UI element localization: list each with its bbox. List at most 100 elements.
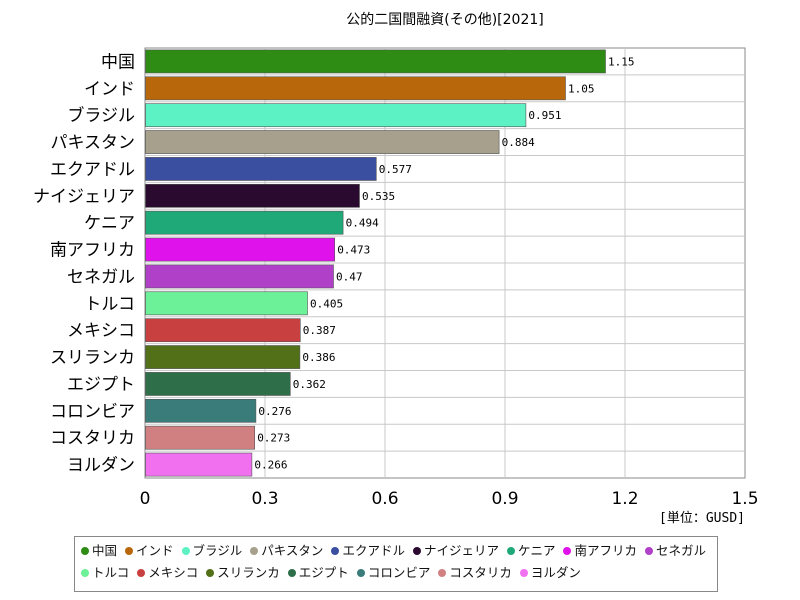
bar-3 bbox=[145, 130, 500, 154]
value-label: 0.386 bbox=[302, 351, 335, 364]
value-label: 0.273 bbox=[257, 432, 290, 445]
value-label: 0.276 bbox=[258, 405, 291, 418]
legend-dot-icon bbox=[563, 547, 572, 555]
legend-item: 中国 bbox=[81, 541, 117, 561]
legend-label: パキスタン bbox=[261, 543, 324, 558]
legend-label: ブラジル bbox=[192, 543, 243, 558]
bar-7 bbox=[145, 237, 335, 262]
bar-6 bbox=[145, 210, 344, 235]
category-label: ブラジル bbox=[67, 105, 135, 126]
x-tick-label: 0 bbox=[140, 489, 151, 509]
x-tick-label: 0.3 bbox=[251, 489, 278, 509]
legend-item: エクアドル bbox=[331, 541, 405, 561]
legend-dot-icon bbox=[506, 547, 515, 555]
legend-dot-icon bbox=[331, 547, 340, 555]
category-label: メキシコ bbox=[67, 321, 135, 341]
legend-dot-icon bbox=[438, 569, 447, 577]
value-label: 0.577 bbox=[379, 163, 412, 176]
category-label: インド bbox=[84, 79, 135, 99]
unit-label: [単位：GUSD] bbox=[659, 510, 745, 526]
legend-dot-icon bbox=[125, 547, 134, 555]
legend-dot-icon bbox=[81, 569, 89, 577]
value-labels: 1.15 1.05 0.951 0.884 0.577 0.535 0.494 0.473 0.… bbox=[254, 55, 634, 471]
legend-item: ブラジル bbox=[181, 541, 243, 561]
bar-12 bbox=[145, 372, 291, 396]
category-labels: 中国インドブラジルパキスタンエクアドルナイジェリアケニア南アフリカセネガルトルコ… bbox=[33, 52, 135, 475]
legend-label: セネガル bbox=[656, 543, 707, 558]
value-label: 0.473 bbox=[337, 244, 370, 257]
value-label: 0.47 bbox=[336, 270, 363, 283]
legend-dot-icon bbox=[412, 547, 421, 555]
bar-15 bbox=[145, 452, 253, 477]
x-tick-label: 1.5 bbox=[731, 489, 758, 509]
bar-0 bbox=[145, 49, 606, 74]
legend-dot-icon bbox=[356, 569, 365, 577]
legend-label: ケニア bbox=[517, 543, 556, 558]
bar-14 bbox=[145, 425, 255, 450]
legend-label: トルコ bbox=[92, 565, 130, 580]
legend-item: エジプト bbox=[287, 563, 349, 583]
category-label: ヨルダン bbox=[67, 456, 135, 476]
category-label: スリランカ bbox=[50, 348, 135, 368]
x-tick-label: 0.9 bbox=[491, 489, 518, 509]
grid-lines bbox=[145, 48, 745, 478]
bar-13 bbox=[145, 398, 257, 423]
category-label: トルコ bbox=[84, 294, 135, 314]
category-label: 南アフリカ bbox=[50, 241, 135, 261]
bar-1 bbox=[145, 76, 566, 101]
bar-10 bbox=[145, 318, 301, 343]
legend-item: メキシコ bbox=[137, 563, 198, 583]
legend: 中国 インド ブラジル パキスタン エクアドル ナイジェリア ケニア 南アフリカ セネガルトルコ… bbox=[74, 536, 718, 592]
x-tick-label: 0.6 bbox=[371, 489, 398, 509]
bar-2 bbox=[145, 103, 527, 128]
bar-5 bbox=[145, 183, 360, 208]
legend-label: コロンビア bbox=[367, 565, 431, 580]
legend-dot-icon bbox=[250, 547, 259, 555]
value-label: 1.15 bbox=[608, 55, 635, 68]
bar-11 bbox=[145, 345, 301, 369]
value-label: 0.405 bbox=[310, 297, 343, 310]
value-label: 0.266 bbox=[254, 459, 287, 472]
value-label: 0.362 bbox=[293, 378, 326, 391]
legend-item: スリランカ bbox=[206, 563, 280, 583]
category-label: ケニア bbox=[84, 214, 135, 234]
legend-item: 南アフリカ bbox=[563, 541, 637, 561]
category-label: コスタリカ bbox=[50, 429, 135, 449]
legend-label: エジプト bbox=[298, 565, 349, 580]
legend-item: トルコ bbox=[81, 563, 129, 583]
legend-dot-icon bbox=[206, 569, 215, 577]
legend-label: コスタリカ bbox=[449, 565, 512, 580]
category-label: エジプト bbox=[67, 375, 135, 395]
legend-label: 南アフリカ bbox=[574, 543, 637, 558]
legend-item: インド bbox=[125, 541, 174, 561]
value-label: 1.05 bbox=[568, 82, 595, 95]
value-label: 0.494 bbox=[346, 217, 379, 230]
category-label: パキスタン bbox=[51, 133, 136, 153]
legend-item: ヨルダン bbox=[519, 563, 581, 583]
category-label: ナイジェリア bbox=[33, 187, 135, 207]
legend-dot-icon bbox=[181, 547, 190, 555]
legend-item: ナイジェリア bbox=[412, 541, 499, 561]
bar-9 bbox=[145, 291, 308, 316]
legend-dot-icon bbox=[81, 547, 89, 555]
legend-label: インド bbox=[136, 543, 174, 558]
legend-item: ケニア bbox=[506, 541, 556, 561]
legend-dot-icon bbox=[137, 569, 146, 577]
value-label: 0.387 bbox=[303, 324, 336, 337]
legend-label: ヨルダン bbox=[530, 565, 581, 580]
legend-label: エクアドル bbox=[342, 543, 405, 558]
legend-item: コロンビア bbox=[356, 563, 431, 583]
category-label: 中国 bbox=[101, 52, 135, 72]
bar-chart: 公的二国間融資(その他)[2021] 中国インドブラジルパキスタンエクアドルナイ… bbox=[33, 12, 759, 526]
value-label: 0.535 bbox=[362, 190, 395, 203]
category-label: コロンビア bbox=[50, 402, 135, 422]
legend-dot-icon bbox=[519, 569, 528, 577]
x-tick-labels: 0 0.3 0.6 0.9 1.2 1.5 bbox=[140, 489, 759, 509]
legend-label: メキシコ bbox=[148, 565, 199, 580]
legend-item: パキスタン bbox=[250, 541, 323, 561]
legend-item: セネガル bbox=[645, 541, 706, 561]
category-label: エクアドル bbox=[50, 160, 135, 180]
chart-title: 公的二国間融資(その他)[2021] bbox=[346, 12, 543, 28]
legend-dot-icon bbox=[287, 569, 296, 577]
legend-dot-icon bbox=[645, 547, 653, 555]
